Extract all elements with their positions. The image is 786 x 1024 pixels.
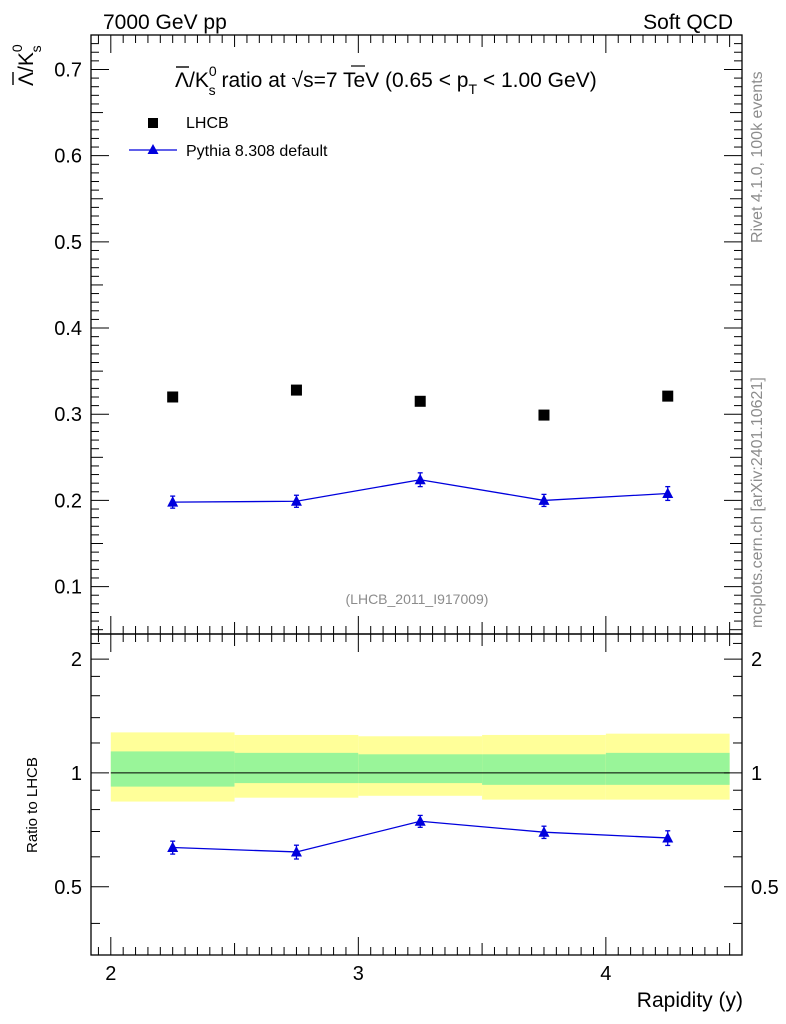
title-mid: ratio at bbox=[216, 69, 292, 92]
title-pt-sub: T bbox=[468, 81, 477, 97]
axis-tick-labels: 0.1 0.2 0.3 0.4 0.5 0.6 0.7 0.5 0.5 1 1 2 2 2 3 4 bbox=[54, 59, 779, 985]
title-mid2: =7 TeV (0.65 < p bbox=[314, 69, 469, 92]
header-right-label: Soft QCD bbox=[643, 11, 733, 34]
lhcb-data-point bbox=[290, 384, 302, 396]
title-suffix: < 1.00 GeV) bbox=[477, 69, 597, 92]
main-y-tick-label: 0.5 bbox=[54, 232, 82, 254]
ratio-y-tick-label-left: 0.5 bbox=[54, 877, 82, 899]
pythia-ratio-data-point bbox=[167, 841, 179, 853]
pythia-main-data-point bbox=[414, 473, 426, 485]
band-inner-bin-2 bbox=[358, 754, 483, 784]
title-sqrt: √s bbox=[292, 69, 314, 92]
lhcb-data-point bbox=[662, 390, 674, 402]
ratio-panel-data bbox=[167, 814, 674, 860]
x-tick-label: 4 bbox=[600, 963, 611, 985]
legend: LHCB Pythia 8.308 default bbox=[129, 115, 328, 160]
title-k: /K bbox=[189, 69, 209, 92]
legend-lhcb-label: LHCB bbox=[186, 115, 229, 132]
ratio-y-tick-label-right: 0.5 bbox=[751, 877, 779, 899]
x-tick-label: 2 bbox=[105, 963, 116, 985]
rivet-label: Rivet 4.1.0, 100k events bbox=[749, 71, 766, 243]
main-y-axis-label: Λ/K0 s bbox=[9, 44, 44, 86]
lhcb-data-point bbox=[414, 395, 426, 407]
lhcb-data-point bbox=[538, 409, 550, 421]
band-inner-bin-4 bbox=[605, 752, 730, 785]
ratio-y-tick-label-right: 1 bbox=[751, 763, 762, 785]
main-y-tick-label: 0.7 bbox=[54, 59, 82, 81]
ratio-y-axis-label: Ratio to LHCB bbox=[24, 757, 41, 853]
lhcb-data-point bbox=[167, 391, 179, 403]
axis-ticks bbox=[91, 35, 742, 955]
pythia-ratio-data-point bbox=[662, 831, 674, 843]
legend-lhcb-marker bbox=[148, 118, 158, 128]
ratio-y-tick-label-left: 1 bbox=[71, 763, 82, 785]
header-left-label: 7000 GeV pp bbox=[103, 11, 227, 34]
title-text: Λ/K0 s ratio at √s=7 TeV (0.65 < pT < 1.0… bbox=[175, 63, 597, 98]
pythia-main-data-point bbox=[167, 496, 179, 507]
ylabel-k: /K bbox=[15, 52, 38, 72]
legend-pythia-label: Pythia 8.308 default bbox=[186, 143, 328, 160]
main-y-tick-label: 0.3 bbox=[54, 404, 82, 426]
plot-frames bbox=[90, 34, 743, 956]
mcplots-label: mcplots.cern.ch [arXiv:2401.10621] bbox=[749, 377, 766, 628]
ratio-frame bbox=[90, 633, 743, 956]
title-lambda: Λ bbox=[175, 69, 189, 92]
main-y-tick-label: 0.2 bbox=[54, 490, 82, 512]
main-title: Λ/K0 s ratio at √s=7 TeV (0.65 < pT < 1.0… bbox=[175, 63, 597, 98]
pythia-main-data-point bbox=[290, 495, 302, 506]
title-sub: s bbox=[209, 82, 216, 98]
main-panel-data bbox=[167, 384, 674, 509]
band-inner-bin-3 bbox=[482, 754, 606, 785]
ratio-y-tick-label-left: 2 bbox=[71, 649, 82, 671]
main-y-tick-label: 0.4 bbox=[54, 318, 82, 340]
ratio-y-tick-label-right: 2 bbox=[751, 649, 762, 671]
pythia-main-data-point bbox=[538, 494, 550, 505]
ylabel-text: Λ/K0 s bbox=[9, 44, 44, 86]
main-y-tick-label: 0.1 bbox=[54, 577, 82, 599]
analysis-watermark: (LHCB_2011_I917009) bbox=[346, 591, 489, 607]
pythia-ratio-data-point bbox=[538, 826, 550, 837]
legend-pythia-marker bbox=[147, 144, 159, 154]
main-y-tick-label: 0.6 bbox=[54, 146, 82, 168]
x-tick-label: 3 bbox=[353, 963, 364, 985]
title-sup: 0 bbox=[209, 63, 217, 79]
band-inner-bin-0 bbox=[110, 751, 235, 787]
band-inner-bin-1 bbox=[234, 752, 359, 784]
pythia-ratio-data-point bbox=[290, 845, 302, 857]
ratio-uncertainty-bands bbox=[110, 732, 730, 802]
x-axis-label: Rapidity (y) bbox=[637, 989, 743, 1012]
ylabel-sub: s bbox=[28, 45, 44, 52]
pythia-ratio-data-point bbox=[414, 815, 426, 826]
ylabel-sup: 0 bbox=[9, 44, 25, 52]
pythia-main-data-point bbox=[662, 487, 674, 499]
ylabel-lambda: Λ bbox=[15, 72, 38, 86]
